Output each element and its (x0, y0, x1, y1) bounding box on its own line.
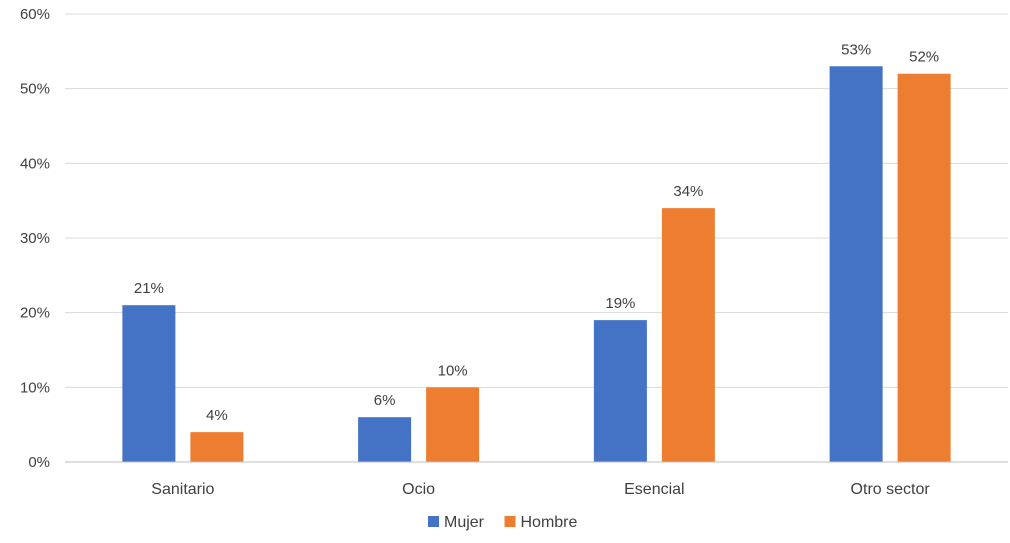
data-label: 19% (605, 295, 635, 312)
data-labels: 21% 4% 6% 10% 19% 34% 53% 52% (134, 41, 939, 424)
y-tick-label: 50% (20, 81, 50, 98)
bar-hombre-ocio (426, 387, 480, 462)
legend-swatch (504, 516, 516, 527)
y-axis-tick-labels: 0% 10% 20% 30% 40% 50% 60% (20, 6, 50, 471)
y-tick-label: 30% (20, 230, 50, 247)
bar-hombre-esencial (661, 208, 715, 462)
x-tick-label: Otro sector (851, 481, 931, 498)
legend-swatch (428, 516, 439, 527)
bar-mujer-esencial (593, 320, 647, 462)
data-label: 21% (134, 280, 164, 297)
bar-hombre-otro-sector (897, 73, 951, 462)
x-axis-tick-labels: Sanitario Ocio Esencial Otro sector (151, 481, 930, 498)
y-tick-label: 20% (20, 305, 50, 322)
bar-mujer-sanitario (122, 305, 176, 462)
bar-hombre-sanitario (190, 432, 244, 462)
bar-mujer-ocio (358, 417, 412, 462)
data-label: 53% (841, 41, 871, 58)
data-label: 52% (909, 49, 939, 66)
bars (122, 66, 951, 463)
data-label: 10% (438, 362, 468, 379)
y-tick-label: 40% (20, 155, 50, 172)
x-tick-label: Ocio (402, 481, 435, 498)
bar-mujer-otro-sector (829, 66, 883, 463)
data-label: 4% (206, 407, 228, 424)
y-tick-label: 10% (20, 379, 50, 396)
data-label: 6% (374, 392, 396, 409)
x-tick-label: Sanitario (151, 481, 214, 498)
y-tick-label: 60% (20, 6, 50, 23)
legend-label: Mujer (444, 514, 485, 531)
legend-label: Hombre (521, 514, 578, 531)
legend: Mujer Hombre (428, 514, 578, 531)
y-tick-label: 0% (28, 454, 50, 471)
data-label: 34% (673, 183, 703, 200)
x-tick-label: Esencial (624, 481, 684, 498)
